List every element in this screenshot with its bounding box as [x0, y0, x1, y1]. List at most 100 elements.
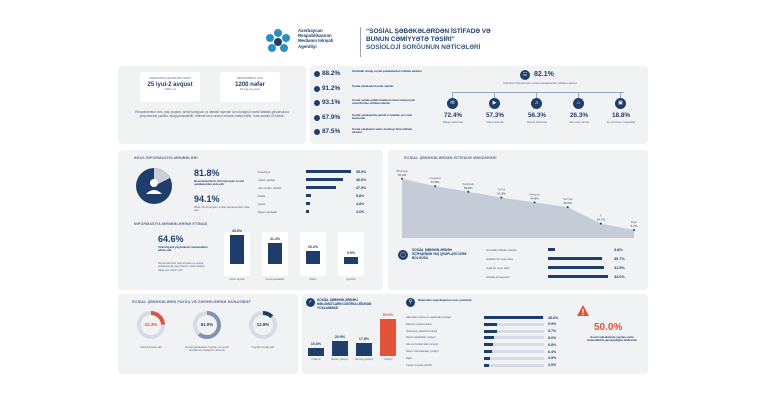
donut-segment	[249, 311, 277, 339]
agency-line: Agentliyi	[298, 43, 317, 49]
activity-point-value: 5.7%	[631, 224, 638, 228]
period-year: 2025-ci il	[164, 87, 176, 92]
chat-icon: ✉	[447, 98, 458, 109]
purpose-tick	[620, 92, 621, 98]
verify-value: 4.9%	[548, 356, 557, 361]
verify-label: Cavab vermək çətindir	[406, 363, 432, 367]
age-bar	[548, 266, 604, 270]
verify-label: Ekspert rəylərinə baxır	[406, 322, 432, 326]
fake-news-value: 50.0%	[594, 322, 623, 333]
activity-point	[500, 196, 503, 199]
donut-label: Zərərli hesab edir	[140, 345, 162, 349]
trust-bar	[306, 250, 320, 264]
briefcase-icon: ▣	[615, 98, 626, 109]
activity-point-label: X	[600, 214, 602, 218]
donut-chart	[249, 311, 277, 339]
age-value: 30.7%	[614, 256, 625, 261]
agency-line: Azərbaycan	[298, 28, 323, 33]
verification-title: Məlumatın doğruluğunun necə yoxlanılır	[418, 298, 472, 302]
source-value: 55.9%	[356, 169, 367, 174]
accuracy-label: Yoxlayır	[383, 358, 393, 361]
news-icon: ☷	[520, 70, 530, 80]
trust-note: Respondentlər televiziyada və sosial şəb…	[158, 261, 205, 272]
age-label: Ayda bir neçə dəfə	[486, 266, 510, 270]
respondents-label: RESPONDENT SAYI	[236, 76, 264, 80]
source-value: 3.6%	[356, 209, 365, 214]
age-value: 34.0%	[614, 274, 625, 279]
trust-value: 9.9%	[346, 251, 356, 256]
purpose-text: Musiqi dinləmək	[526, 120, 548, 124]
accuracy-value: 10.6%	[310, 342, 322, 347]
age-bar	[548, 248, 555, 252]
trust-column-bg	[338, 232, 364, 276]
trust-title: İNFORMASİYA MƏNBƏLƏRİNƏ ETİMAD	[134, 222, 208, 226]
verify-track	[484, 336, 544, 340]
verify-value: 9.9%	[548, 322, 557, 327]
verify-value: 8.0%	[548, 335, 557, 340]
activity-point-label: TikTok	[498, 188, 506, 192]
flower-logo-icon	[266, 29, 290, 52]
verify-track	[484, 343, 544, 347]
verify-bar	[484, 316, 544, 319]
activity-title: SOSİAL ŞƏBƏKƏLƏRDƏN İSTİFADƏ MƏNZƏRƏSİ	[404, 156, 497, 160]
verify-track	[484, 322, 544, 326]
purpose-text: Video izləmək	[486, 120, 504, 124]
accuracy-label: Bəzən yoxlayır	[331, 358, 349, 361]
period-value: 25 iyul-2 avqust	[147, 82, 193, 89]
activity-card: SOSİAL ŞƏBƏKƏLƏRDƏN İSTİFADƏ MƏNZƏRƏSİ 7…	[388, 150, 648, 290]
purpose-panel: ☷ 82.1% Xəbərləri izləmək üçün sosial şə…	[430, 68, 646, 142]
activity-point-label: YouTube	[563, 197, 574, 201]
age-label: İstifadə etməyənlər	[486, 275, 510, 279]
verify-value: 45.6%	[548, 315, 559, 320]
info-big-value: 81.8%	[194, 168, 220, 178]
usage-stat-icon	[314, 114, 320, 121]
trust-value: 43.0%	[231, 229, 243, 234]
purpose-tick	[494, 92, 495, 98]
verify-bar	[484, 336, 495, 340]
activity-point-value: 44.8%	[530, 196, 539, 200]
activity-point	[434, 185, 437, 188]
agency-line: Respublikasının	[298, 33, 332, 39]
survey-description: Respondentlər cins, yaş qrupları, təhsil…	[135, 110, 289, 118]
usage-stat-value: 87.5%	[322, 128, 341, 135]
accuracy-bar	[308, 348, 324, 356]
usage-stat-text: Sosial şəbəkə platformalarına daxil olma…	[352, 98, 416, 106]
trust-value: 20.2%	[307, 244, 319, 249]
usage-stat-text: Sosial şəbəkələri xəbər mənbəyi kimi ist…	[352, 127, 413, 135]
trust-big-value: 64.6%	[158, 234, 184, 244]
title-line: BUNUN CƏMİYYƏTƏ TƏSİRİ”	[366, 36, 455, 43]
purpose-text: İş və biznes məqsədilə	[606, 120, 636, 124]
age-bar	[548, 275, 609, 279]
accuracy-bar	[332, 340, 348, 356]
verify-value: 6.8%	[548, 342, 557, 347]
accuracy-card: ✓ SOSİAL ŞƏBƏKƏLƏRDƏKİ MƏLUMATLARIN DOĞR…	[302, 294, 648, 374]
age-value: 31.5%	[614, 265, 625, 270]
verify-label: Rəsmi saytlardan yoxlayır	[406, 336, 436, 340]
info-sources-title: ƏSAS İNFORMASİYA MƏNBƏLƏRİ	[134, 156, 198, 160]
header-divider	[360, 27, 361, 57]
trust-bar	[344, 257, 358, 264]
check-icon: ✓	[306, 298, 315, 307]
usage-stat-icon	[314, 100, 320, 106]
verify-label: Ailə və dostlarından soruşur	[406, 343, 439, 347]
activity-point-label: Facebook	[463, 182, 475, 186]
verify-label: Televiziya xəbərlərini izləyir	[406, 329, 438, 333]
verify-bar	[484, 343, 493, 347]
donut-value: 24.3%	[144, 322, 158, 327]
activity-point	[467, 190, 470, 193]
music-icon: ♫	[531, 98, 542, 109]
accuracy-value: 20.9%	[334, 334, 346, 339]
verify-track	[484, 363, 544, 367]
purpose-text: Əlaqə saxlamaq	[442, 120, 464, 124]
verify-value: 3.9%	[548, 363, 557, 368]
usage-stat-value: 93.1%	[322, 99, 341, 106]
activity-point	[633, 228, 635, 231]
usage-stat-value: 91.2%	[322, 84, 341, 92]
usage-stat-icon	[314, 129, 320, 135]
donut-label: Faydalı hesab edir	[251, 345, 275, 349]
donut-value: 12.9%	[256, 322, 270, 327]
activity-point	[533, 201, 536, 204]
title-line: “SOSİAL ŞƏBƏKƏLƏRDƏN İSTİFADƏ VƏ	[366, 28, 491, 35]
source-value: 4.8%	[356, 201, 365, 206]
purpose-text: Alış-veriş etmək	[569, 120, 589, 124]
